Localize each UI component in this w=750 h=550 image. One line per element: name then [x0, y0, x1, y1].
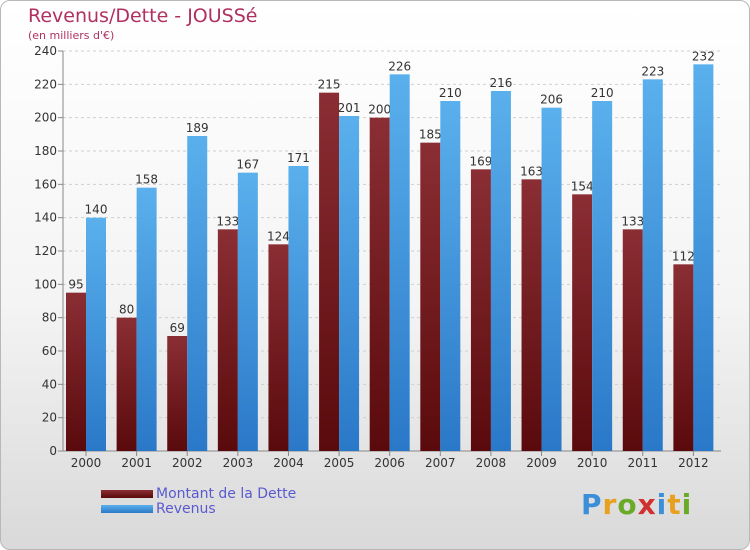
bar-revenue [642, 79, 663, 451]
bar-revenue [440, 101, 461, 451]
bar-debt [521, 179, 542, 452]
y-tick-label: 120 [34, 244, 57, 258]
logo-letter: i [681, 488, 693, 521]
data-label: 223 [641, 64, 664, 78]
data-label: 169 [469, 154, 492, 168]
bar-revenue [339, 116, 360, 451]
bar-debt [319, 92, 340, 452]
bar-revenue [541, 107, 562, 452]
data-label: 216 [489, 76, 512, 90]
data-label: 112 [672, 249, 695, 263]
data-label: 185 [419, 128, 442, 142]
legend-swatch-debt [101, 490, 153, 498]
legend-label-revenue: Revenus [156, 501, 216, 517]
data-label: 232 [692, 49, 715, 63]
bar-debt [217, 229, 238, 451]
data-label: 95 [68, 278, 83, 292]
data-label: 140 [85, 203, 108, 217]
data-label: 215 [318, 78, 341, 92]
y-tick-label: 240 [34, 44, 57, 58]
y-tick-label: 20 [42, 411, 57, 425]
bar-debt [116, 317, 137, 451]
x-tick-label: 2002 [172, 456, 203, 470]
x-tick-label: 2004 [273, 456, 304, 470]
x-tick-label: 2005 [324, 456, 355, 470]
x-tick-label: 2008 [476, 456, 507, 470]
bar-revenue [490, 91, 511, 451]
y-tick-label: 220 [34, 77, 57, 91]
data-label: 133 [621, 214, 644, 228]
bar-revenue [86, 217, 106, 451]
data-label: 171 [287, 151, 310, 165]
y-tick-label: 180 [34, 144, 57, 158]
data-label: 69 [170, 321, 185, 335]
data-label: 226 [388, 59, 411, 73]
data-label: 206 [540, 93, 563, 107]
x-tick-label: 2007 [425, 456, 456, 470]
data-label: 189 [186, 121, 209, 135]
data-label: 154 [571, 179, 594, 193]
proxiti-logo: Proxiti [581, 488, 692, 521]
legend-label-debt: Montant de la Dette [156, 486, 297, 502]
x-tick-label: 2011 [627, 456, 658, 470]
bar-debt [622, 229, 643, 451]
legend-swatch-revenue [101, 505, 153, 513]
logo-letter: r [602, 488, 618, 521]
data-label: 167 [236, 158, 259, 172]
data-label: 210 [591, 86, 614, 100]
x-tick-label: 2012 [678, 456, 709, 470]
x-tick-label: 2001 [121, 456, 152, 470]
y-tick-label: 60 [42, 344, 57, 358]
bar-debt [369, 117, 390, 452]
bar-revenue [389, 74, 410, 451]
data-label: 80 [119, 303, 134, 317]
y-tick-label: 200 [34, 111, 57, 125]
chart-subtitle: (en milliers d'€) [28, 29, 115, 42]
logo-letter: P [581, 488, 603, 521]
bar-debt [470, 169, 491, 452]
data-label: 210 [439, 86, 462, 100]
x-tick-label: 2000 [71, 456, 102, 470]
data-label: 200 [368, 103, 391, 117]
bar-debt [167, 336, 188, 451]
bar-revenue [592, 101, 613, 451]
x-tick-label: 2006 [374, 456, 405, 470]
bar-debt [420, 142, 441, 451]
chart-title: Revenus/Dette - JOUSSé [28, 5, 258, 27]
data-label: 163 [520, 164, 543, 178]
data-label: 158 [135, 173, 158, 187]
x-tick-label: 2003 [223, 456, 254, 470]
data-label: 201 [338, 101, 361, 115]
y-tick-label: 100 [34, 277, 57, 291]
y-tick-label: 0 [49, 444, 57, 458]
bar-debt [268, 244, 289, 451]
bar-debt [66, 292, 86, 451]
bar-debt [673, 264, 694, 451]
data-label: 133 [216, 214, 239, 228]
bar-revenue [288, 166, 309, 451]
y-tick-label: 40 [42, 377, 57, 391]
y-tick-label: 80 [42, 311, 57, 325]
logo-letter: t [667, 488, 682, 521]
y-tick-label: 160 [34, 177, 57, 191]
bar-revenue [693, 64, 714, 452]
y-tick-label: 140 [34, 211, 57, 225]
logo-letter: o [617, 488, 638, 521]
bar-revenue [187, 136, 208, 451]
x-tick-label: 2010 [577, 456, 608, 470]
bar-debt [572, 194, 593, 452]
bar-revenue [136, 187, 157, 451]
logo-letter: i [656, 488, 668, 521]
logo-letter: x [637, 488, 657, 521]
x-tick-label: 2009 [526, 456, 557, 470]
bar-revenue [237, 172, 258, 451]
data-label: 124 [267, 229, 290, 243]
